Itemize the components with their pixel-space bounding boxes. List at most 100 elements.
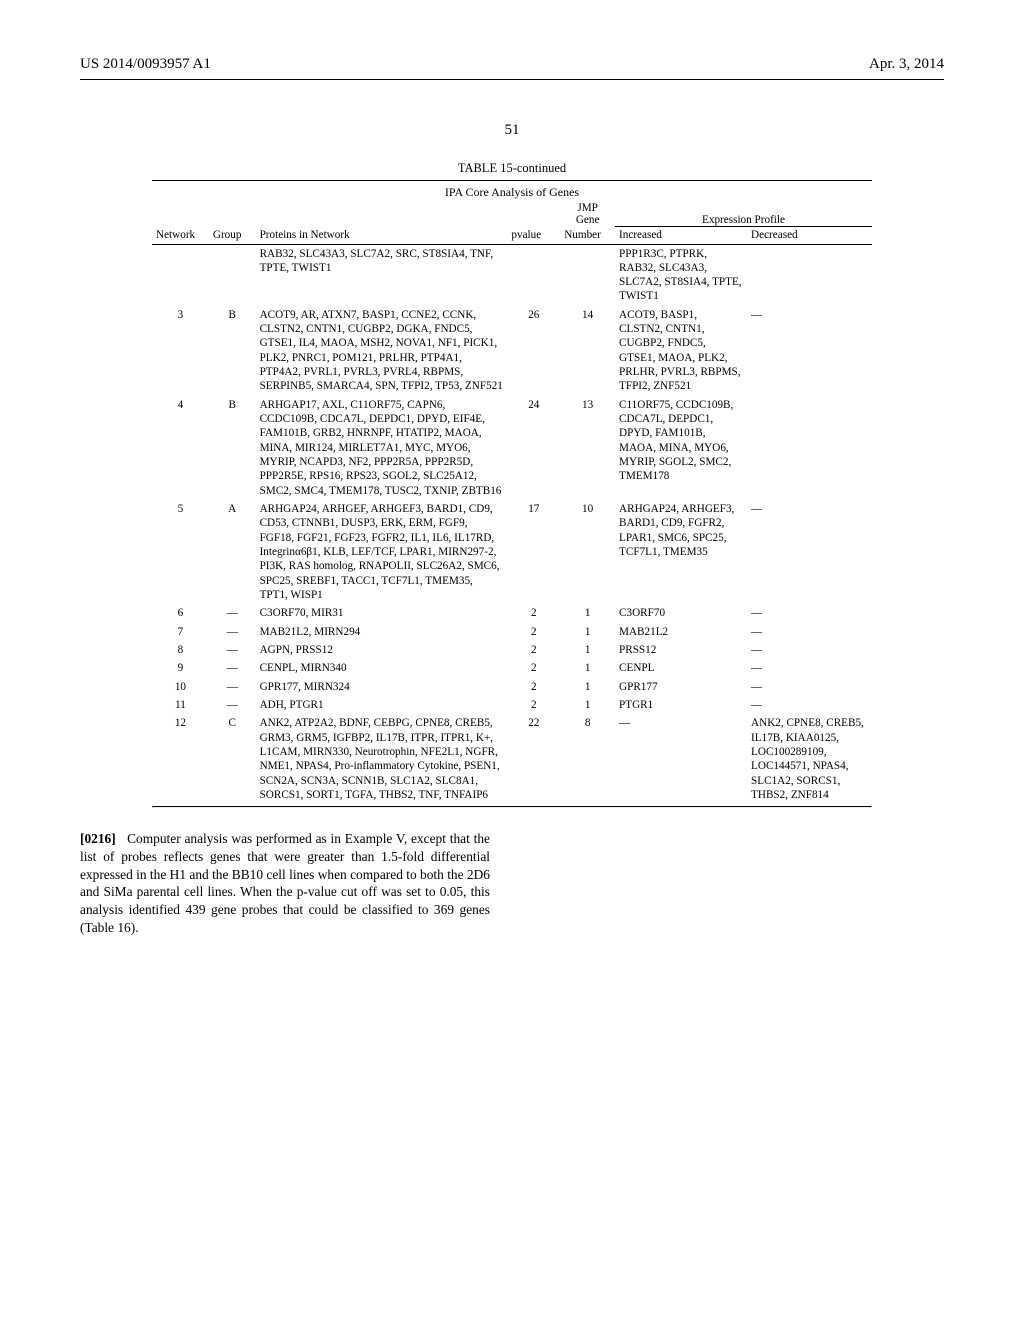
table-row: 3BACOT9, AR, ATXN7, BASP1, CCNE2, CCNK, … xyxy=(152,306,872,396)
table-row: 10—GPR177, MIRN32421GPR177— xyxy=(152,678,872,696)
cell-proteins: AGPN, PRSS12 xyxy=(256,641,508,659)
cell-proteins: RAB32, SLC43A3, SLC7A2, SRC, ST8SIA4, TN… xyxy=(256,244,508,306)
cell-network: 9 xyxy=(152,659,209,677)
table-row: 5AARHGAP24, ARHGEF, ARHGEF3, BARD1, CD9,… xyxy=(152,500,872,604)
cell-increased: ACOT9, BASP1, CLSTN2, CNTN1, CUGBP2, FND… xyxy=(615,306,747,396)
cell-increased: PTGR1 xyxy=(615,696,747,714)
table-row: 9—CENPL, MIRN34021CENPL— xyxy=(152,659,872,677)
cell-pvalue: 22 xyxy=(507,714,560,804)
cell-proteins: ADH, PTGR1 xyxy=(256,696,508,714)
cell-network: 5 xyxy=(152,500,209,604)
cell-network: 12 xyxy=(152,714,209,804)
cell-network: 4 xyxy=(152,396,209,500)
cell-group: C xyxy=(209,714,256,804)
cell-network: 10 xyxy=(152,678,209,696)
table-row: 8—AGPN, PRSS1221PRSS12— xyxy=(152,641,872,659)
header-rule xyxy=(80,79,944,80)
cell-number: 1 xyxy=(560,659,615,677)
cell-network: 3 xyxy=(152,306,209,396)
cell-group: B xyxy=(209,306,256,396)
cell-group: — xyxy=(209,623,256,641)
cell-proteins: GPR177, MIRN324 xyxy=(256,678,508,696)
cell-group: A xyxy=(209,500,256,604)
table-subtitle: IPA Core Analysis of Genes xyxy=(152,180,872,200)
cell-proteins: C3ORF70, MIR31 xyxy=(256,604,508,622)
cell-increased: PPP1R3C, PTPRK, RAB32, SLC43A3, SLC7A2, … xyxy=(615,244,747,306)
cell-number: 13 xyxy=(560,396,615,500)
cell-group: B xyxy=(209,396,256,500)
cell-number: 1 xyxy=(560,678,615,696)
sup-jmp: JMP xyxy=(577,202,598,214)
cell-increased: C11ORF75, CCDC109B, CDCA7L, DEPDC1, DPYD… xyxy=(615,396,747,500)
cell-group: — xyxy=(209,696,256,714)
cell-decreased: — xyxy=(747,678,872,696)
table-15: TABLE 15-continued IPA Core Analysis of … xyxy=(152,161,872,808)
cell-decreased: ANK2, CPNE8, CREB5, IL17B, KIAA0125, LOC… xyxy=(747,714,872,804)
cell-number: 1 xyxy=(560,623,615,641)
table-row: 11—ADH, PTGR121PTGR1— xyxy=(152,696,872,714)
table-row: 6—C3ORF70, MIR3121C3ORF70— xyxy=(152,604,872,622)
cell-proteins: ACOT9, AR, ATXN7, BASP1, CCNE2, CCNK, CL… xyxy=(256,306,508,396)
cell-group: — xyxy=(209,678,256,696)
cell-decreased: — xyxy=(747,623,872,641)
cell-number: 10 xyxy=(560,500,615,604)
th-pvalue: pvalue xyxy=(507,226,560,244)
cell-increased: GPR177 xyxy=(615,678,747,696)
doc-number: US 2014/0093957 A1 xyxy=(80,56,211,73)
cell-increased: CENPL xyxy=(615,659,747,677)
ipa-table: JMP Gene Expression Profile Network Grou… xyxy=(152,202,872,804)
cell-group: — xyxy=(209,659,256,677)
cell-decreased: — xyxy=(747,604,872,622)
cell-network: 8 xyxy=(152,641,209,659)
cell-proteins: CENPL, MIRN340 xyxy=(256,659,508,677)
cell-group xyxy=(209,244,256,306)
cell-network: 11 xyxy=(152,696,209,714)
cell-pvalue: 2 xyxy=(507,623,560,641)
cell-pvalue: 26 xyxy=(507,306,560,396)
th-increased: Increased xyxy=(615,226,747,244)
paragraph-0216: [0216] Computer analysis was performed a… xyxy=(80,830,490,936)
table-end-rule xyxy=(152,806,872,808)
table-row: RAB32, SLC43A3, SLC7A2, SRC, ST8SIA4, TN… xyxy=(152,244,872,306)
cell-pvalue xyxy=(507,244,560,306)
cell-proteins: ARHGAP17, AXL, C11ORF75, CAPN6, CCDC109B… xyxy=(256,396,508,500)
cell-number: 8 xyxy=(560,714,615,804)
table-title: TABLE 15-continued xyxy=(152,161,872,176)
cell-group: — xyxy=(209,604,256,622)
table-row: 7—MAB21L2, MIRN29421MAB21L2— xyxy=(152,623,872,641)
th-number: Number xyxy=(560,226,615,244)
cell-pvalue: 2 xyxy=(507,641,560,659)
cell-proteins: ANK2, ATP2A2, BDNF, CEBPG, CPNE8, CREB5,… xyxy=(256,714,508,804)
cell-decreased: — xyxy=(747,659,872,677)
cell-decreased: — xyxy=(747,696,872,714)
page-number: 51 xyxy=(80,122,944,139)
cell-group: — xyxy=(209,641,256,659)
cell-decreased: — xyxy=(747,641,872,659)
th-group: Group xyxy=(209,226,256,244)
paragraph-number: [0216] xyxy=(80,831,116,846)
cell-increased: — xyxy=(615,714,747,804)
paragraph-text: Computer analysis was performed as in Ex… xyxy=(80,831,490,934)
cell-increased: ARHGAP24, ARHGEF3, BARD1, CD9, FGFR2, LP… xyxy=(615,500,747,604)
table-row: 12CANK2, ATP2A2, BDNF, CEBPG, CPNE8, CRE… xyxy=(152,714,872,804)
cell-decreased xyxy=(747,396,872,500)
cell-increased: MAB21L2 xyxy=(615,623,747,641)
cell-decreased: — xyxy=(747,500,872,604)
cell-proteins: ARHGAP24, ARHGEF, ARHGEF3, BARD1, CD9, C… xyxy=(256,500,508,604)
cell-proteins: MAB21L2, MIRN294 xyxy=(256,623,508,641)
cell-number: 14 xyxy=(560,306,615,396)
table-row: 4BARHGAP17, AXL, C11ORF75, CAPN6, CCDC10… xyxy=(152,396,872,500)
cell-pvalue: 2 xyxy=(507,659,560,677)
cell-increased: C3ORF70 xyxy=(615,604,747,622)
cell-network: 7 xyxy=(152,623,209,641)
cell-number: 1 xyxy=(560,604,615,622)
th-decreased: Decreased xyxy=(747,226,872,244)
cell-pvalue: 24 xyxy=(507,396,560,500)
sup-expression: Expression Profile xyxy=(615,202,872,226)
cell-number: 1 xyxy=(560,696,615,714)
cell-decreased: — xyxy=(747,306,872,396)
sup-gene: Gene xyxy=(576,214,600,226)
cell-pvalue: 2 xyxy=(507,604,560,622)
cell-pvalue: 2 xyxy=(507,696,560,714)
cell-number: 1 xyxy=(560,641,615,659)
